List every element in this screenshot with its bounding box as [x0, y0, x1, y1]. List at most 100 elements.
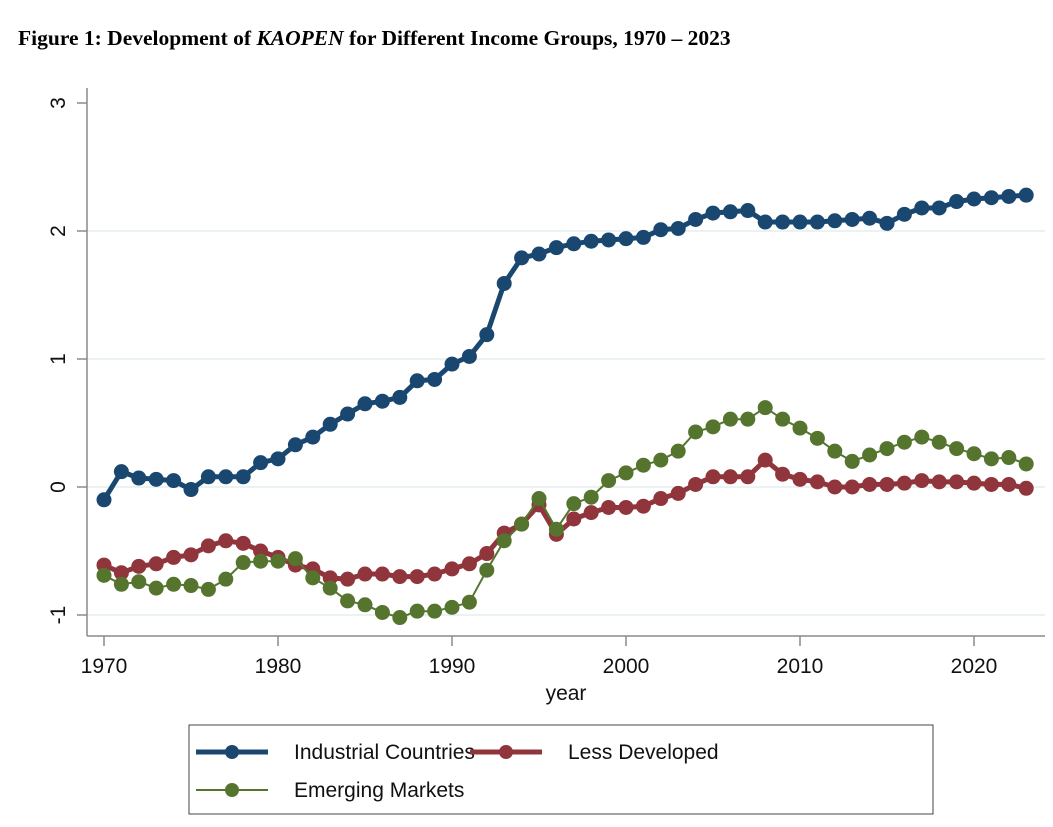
- series-emerging-markets: [96, 400, 1034, 626]
- data-point-emerging-markets: [409, 603, 425, 619]
- data-point-emerging-markets: [653, 452, 669, 468]
- data-point-less-developed: [409, 569, 425, 585]
- data-point-less-developed: [949, 474, 965, 490]
- data-point-emerging-markets: [740, 411, 756, 427]
- data-point-less-developed: [148, 556, 164, 572]
- data-point-less-developed: [722, 469, 738, 485]
- data-point-industrial-countries: [862, 210, 878, 226]
- legend-marker-industrial-countries: [225, 745, 239, 759]
- data-point-industrial-countries: [287, 437, 303, 453]
- data-point-industrial-countries: [653, 222, 669, 238]
- series-line-emerging-markets: [103, 406, 1027, 619]
- data-point-emerging-markets: [809, 430, 825, 446]
- legend-box: [188, 724, 934, 815]
- data-point-industrial-countries: [322, 416, 338, 432]
- data-point-industrial-countries: [722, 204, 738, 220]
- data-point-emerging-markets: [757, 400, 773, 416]
- data-point-less-developed: [809, 474, 825, 490]
- x-tick-label: 1970: [81, 655, 128, 678]
- data-point-industrial-countries: [809, 214, 825, 230]
- data-point-less-developed: [775, 466, 791, 482]
- data-point-emerging-markets: [496, 533, 512, 549]
- data-point-emerging-markets: [200, 581, 216, 597]
- data-point-industrial-countries: [131, 470, 147, 486]
- data-point-emerging-markets: [722, 411, 738, 427]
- data-point-industrial-countries: [983, 190, 999, 206]
- data-point-emerging-markets: [896, 434, 912, 450]
- x-tick-label: 2020: [951, 655, 998, 678]
- data-point-industrial-countries: [740, 203, 756, 219]
- data-point-industrial-countries: [931, 200, 947, 216]
- data-point-less-developed: [340, 571, 356, 587]
- data-point-emerging-markets: [479, 562, 495, 578]
- y-tick-label: 0: [47, 481, 70, 493]
- data-point-emerging-markets: [340, 593, 356, 609]
- data-point-emerging-markets: [583, 489, 599, 505]
- data-point-industrial-countries: [496, 275, 512, 291]
- data-point-emerging-markets: [1001, 450, 1017, 466]
- legend-label-emerging-markets: Emerging Markets: [294, 779, 464, 802]
- data-point-industrial-countries: [566, 236, 582, 252]
- figure-title: Figure 1: Development of KAOPEN for Diff…: [18, 26, 731, 51]
- data-point-industrial-countries: [427, 371, 443, 387]
- data-point-emerging-markets: [444, 599, 460, 615]
- data-point-emerging-markets: [253, 553, 269, 569]
- data-point-less-developed: [635, 498, 651, 514]
- data-point-less-developed: [166, 549, 182, 565]
- data-point-emerging-markets: [635, 457, 651, 473]
- data-point-emerging-markets: [183, 578, 199, 594]
- data-point-emerging-markets: [775, 411, 791, 427]
- data-point-industrial-countries: [270, 451, 286, 467]
- data-point-emerging-markets: [548, 521, 564, 537]
- data-point-industrial-countries: [775, 214, 791, 230]
- data-point-emerging-markets: [931, 434, 947, 450]
- y-tick-label: 3: [47, 97, 70, 109]
- data-point-less-developed: [670, 485, 686, 501]
- data-point-less-developed: [444, 561, 460, 577]
- legend-marker-less-developed: [499, 745, 513, 759]
- data-point-less-developed: [896, 475, 912, 491]
- data-point-industrial-countries: [340, 406, 356, 422]
- data-point-less-developed: [131, 558, 147, 574]
- data-point-emerging-markets: [688, 424, 704, 440]
- y-tick-label: -1: [47, 606, 70, 625]
- series-group: [96, 187, 1034, 626]
- data-point-industrial-countries: [357, 396, 373, 412]
- data-point-industrial-countries: [705, 205, 721, 221]
- data-point-industrial-countries: [461, 348, 477, 364]
- data-point-emerging-markets: [235, 555, 251, 571]
- series-industrial-countries: [96, 187, 1034, 508]
- data-point-industrial-countries: [113, 464, 129, 480]
- data-point-less-developed: [1001, 476, 1017, 492]
- data-point-industrial-countries: [949, 194, 965, 210]
- data-point-less-developed: [618, 499, 634, 515]
- axes: -1 0 1 2 3 1970 1980 1990 2000 2010 2020: [47, 88, 1045, 678]
- data-point-less-developed: [113, 565, 129, 581]
- data-point-less-developed: [966, 475, 982, 491]
- data-point-less-developed: [688, 476, 704, 492]
- data-point-emerging-markets: [705, 419, 721, 435]
- data-point-industrial-countries: [479, 327, 495, 343]
- data-point-less-developed: [792, 471, 808, 487]
- data-point-industrial-countries: [200, 469, 216, 485]
- data-point-industrial-countries: [914, 200, 930, 216]
- data-point-less-developed: [357, 566, 373, 582]
- data-point-industrial-countries: [444, 356, 460, 372]
- data-point-industrial-countries: [757, 214, 773, 230]
- data-point-emerging-markets: [827, 443, 843, 459]
- data-point-industrial-countries: [879, 215, 895, 231]
- y-tick-label: 1: [47, 353, 70, 365]
- data-point-industrial-countries: [688, 211, 704, 227]
- data-point-less-developed: [392, 569, 408, 585]
- data-point-less-developed: [705, 469, 721, 485]
- data-point-industrial-countries: [583, 233, 599, 249]
- data-point-less-developed: [931, 474, 947, 490]
- data-point-industrial-countries: [166, 473, 182, 489]
- data-point-less-developed: [653, 491, 669, 507]
- x-axis-title: year: [546, 682, 587, 705]
- data-point-less-developed: [374, 566, 390, 582]
- data-point-emerging-markets: [514, 516, 530, 532]
- data-point-emerging-markets: [287, 551, 303, 567]
- data-point-less-developed: [427, 566, 443, 582]
